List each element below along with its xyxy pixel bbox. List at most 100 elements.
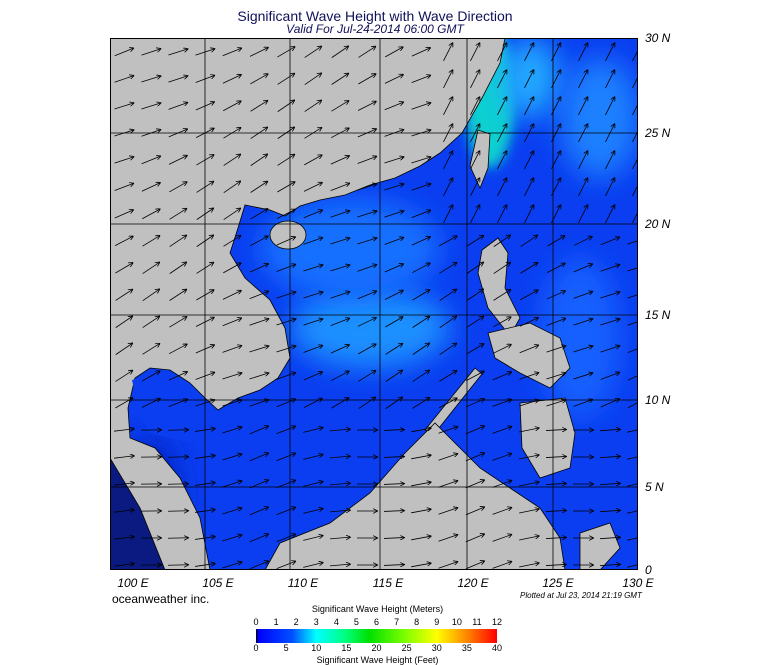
wave-direction-arrow [438,481,458,488]
wave-direction-arrow [249,534,268,543]
wave-direction-arrow [223,154,241,166]
wave-direction-arrow [195,429,215,432]
wave-direction-arrow [545,537,566,538]
wave-direction-arrow [169,209,187,220]
wave-direction-arrow [573,292,593,299]
wave-direction-arrow [250,209,267,220]
wave-direction-arrow [196,182,214,193]
wave-direction-arrow [492,345,511,354]
wave-direction-arrow [443,178,452,197]
mindanao [519,397,576,479]
wave-direction-arrow [384,157,403,164]
wave-direction-arrow [195,75,215,83]
wave-direction-arrow [578,43,587,62]
wave-direction-arrow [114,564,134,566]
wave-direction-arrow [222,373,241,380]
wave-direction-arrow [519,563,539,568]
feet-tick: 30 [431,643,442,653]
wave-direction-arrow [438,427,458,434]
wave-direction-arrow [600,346,620,353]
graticule [110,38,638,570]
wave-direction-arrow [223,101,241,112]
wave-direction-arrow [551,205,560,224]
wave-direction-arrow [249,561,268,570]
wave-direction-arrow [573,400,593,407]
wave-direction-arrow [578,205,587,224]
wave-direction-arrow [114,103,133,110]
wave-direction-arrow [196,263,214,274]
wave-direction-arrow [222,562,241,569]
meter-tick: 0 [253,617,259,627]
wave-direction-arrow [443,151,452,170]
wave-direction-arrow [384,102,404,111]
wave-direction-arrow [443,97,452,116]
meter-tick: 10 [451,617,462,627]
wave-direction-arrow [303,210,323,219]
wave-direction-arrow [439,316,457,328]
wave-direction-arrow [249,373,268,380]
wave-direction-arrow [330,510,350,512]
wave-direction-arrow [519,318,538,327]
wave-direction-arrow [276,561,296,569]
wave-direction-arrow [141,49,161,56]
wave-direction-arrow [142,316,160,328]
wave-direction-arrow [384,130,404,137]
visayas [487,322,571,389]
wave-direction-arrow [276,426,296,434]
wave-direction-arrow [331,46,349,58]
wave-direction-arrow [141,183,160,192]
wave-direction-arrow [573,373,592,380]
wave-direction-arrow [358,47,376,58]
colorbar-title-feet: Significant Wave Height (Feet) [316,655,439,665]
wave-direction-arrow [545,564,566,565]
luzon [477,237,521,337]
wave-direction-arrow [546,373,565,380]
wave-direction-arrow [169,290,187,301]
wave-direction-arrow [169,235,187,247]
wave-direction-arrow [546,318,566,326]
wave-direction-arrow [142,236,159,247]
wave-direction-arrow [493,290,511,301]
wave-direction-arrow [411,536,431,541]
wave-direction-arrow [470,70,479,89]
wave-direction-arrow [439,371,456,382]
wave-direction-arrow [497,97,506,116]
wave-direction-arrow [330,128,349,139]
meter-tick: 8 [414,617,420,627]
wave-direction-arrow [169,262,187,274]
wave-direction-arrow [115,398,132,409]
wave-direction-arrow [249,453,268,462]
wave-direction-arrow [470,97,479,116]
wave-direction-arrow [524,151,533,170]
wave-direction-arrow [357,101,376,111]
wave-direction-arrow [168,76,187,83]
wave-direction-arrow [222,481,241,488]
land [110,38,621,570]
wave-direction-arrow [545,456,566,457]
wave-direction-arrow [250,182,268,193]
wave-direction-arrow [303,482,322,487]
wave-direction-arrow [385,47,402,58]
wave-direction-arrow [545,483,566,484]
wave-direction-arrow [304,100,322,112]
wave-direction-arrow [303,563,322,568]
wave-direction-arrow [411,48,430,57]
lon-label-120e: 120 E [457,576,489,590]
wave-direction-arrow [249,426,268,435]
wave-direction-arrow [470,124,479,143]
wave-direction-arrow [524,70,533,89]
wave-direction-arrow [330,429,350,431]
wave-direction-arrow [304,128,322,139]
wave-direction-arrow [519,509,539,514]
colorbar [256,629,497,643]
wave-map [110,38,638,570]
wave-direction-arrow [330,211,350,218]
meter-tick: 3 [313,617,319,627]
wave-direction-arrow [438,508,458,515]
wave-direction-arrow [412,398,430,409]
wave-direction-arrow [439,263,457,274]
wave-direction-arrow [492,508,512,515]
wave-direction-arrow [492,481,512,488]
wave-direction-arrow [443,124,452,143]
feet-tick: 35 [461,643,472,653]
